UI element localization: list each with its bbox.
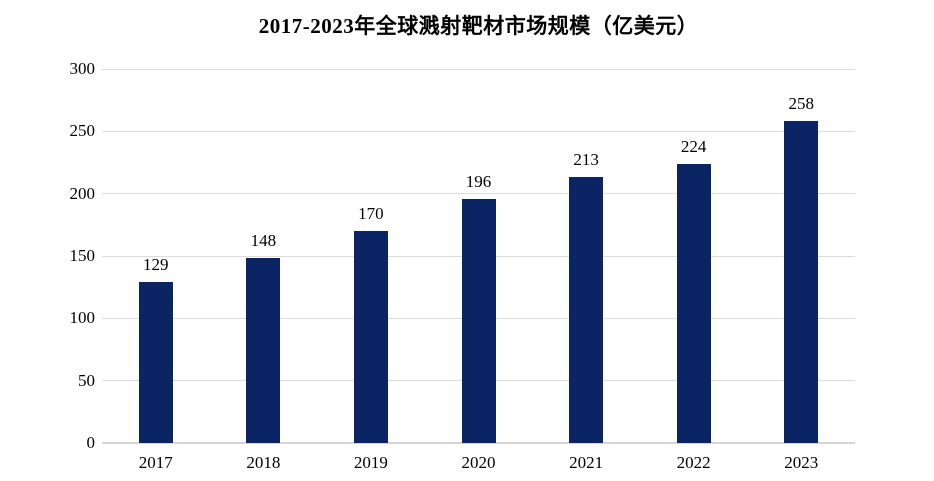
y-tick-label: 300 (69, 59, 96, 78)
bar-2018 (246, 258, 281, 443)
bar-value-label: 224 (680, 136, 707, 156)
y-tick-label: 200 (69, 183, 96, 203)
x-tick-label: 2021 (569, 453, 604, 472)
bar-value-label: 129 (143, 255, 169, 275)
bar-2023 (784, 121, 819, 443)
x-tick-label: 2017 (138, 453, 173, 472)
y-tick-label: 0 (86, 433, 96, 452)
bar-value-label: 213 (573, 150, 599, 170)
x-tick-label: 2022 (676, 453, 711, 472)
bar-value-label: 148 (250, 231, 277, 251)
y-tick-label: 250 (69, 121, 96, 141)
x-axis-line (102, 442, 855, 444)
gridline (102, 130, 855, 132)
y-tick-label: 150 (69, 246, 96, 265)
x-tick-label: 2019 (353, 453, 388, 472)
bar-2019 (353, 231, 388, 443)
bar-value-label: 170 (358, 204, 384, 224)
x-tick-label: 2023 (784, 453, 819, 472)
y-tick-label: 50 (78, 370, 95, 390)
bar-2022 (676, 163, 711, 443)
y-tick-label: 100 (69, 308, 96, 328)
bar-2017 (138, 282, 173, 443)
bar-value-label: 258 (788, 94, 814, 114)
gridline (102, 193, 855, 195)
x-tick-label: 2020 (461, 453, 496, 472)
bar-2021 (569, 177, 604, 443)
bar-2020 (461, 198, 496, 443)
gridline (102, 68, 855, 70)
x-tick-label: 2018 (246, 453, 281, 472)
chart-title: 2017-2023年全球溅射靶材市场规模（亿美元） (258, 14, 699, 38)
bar-value-label: 196 (465, 171, 492, 191)
